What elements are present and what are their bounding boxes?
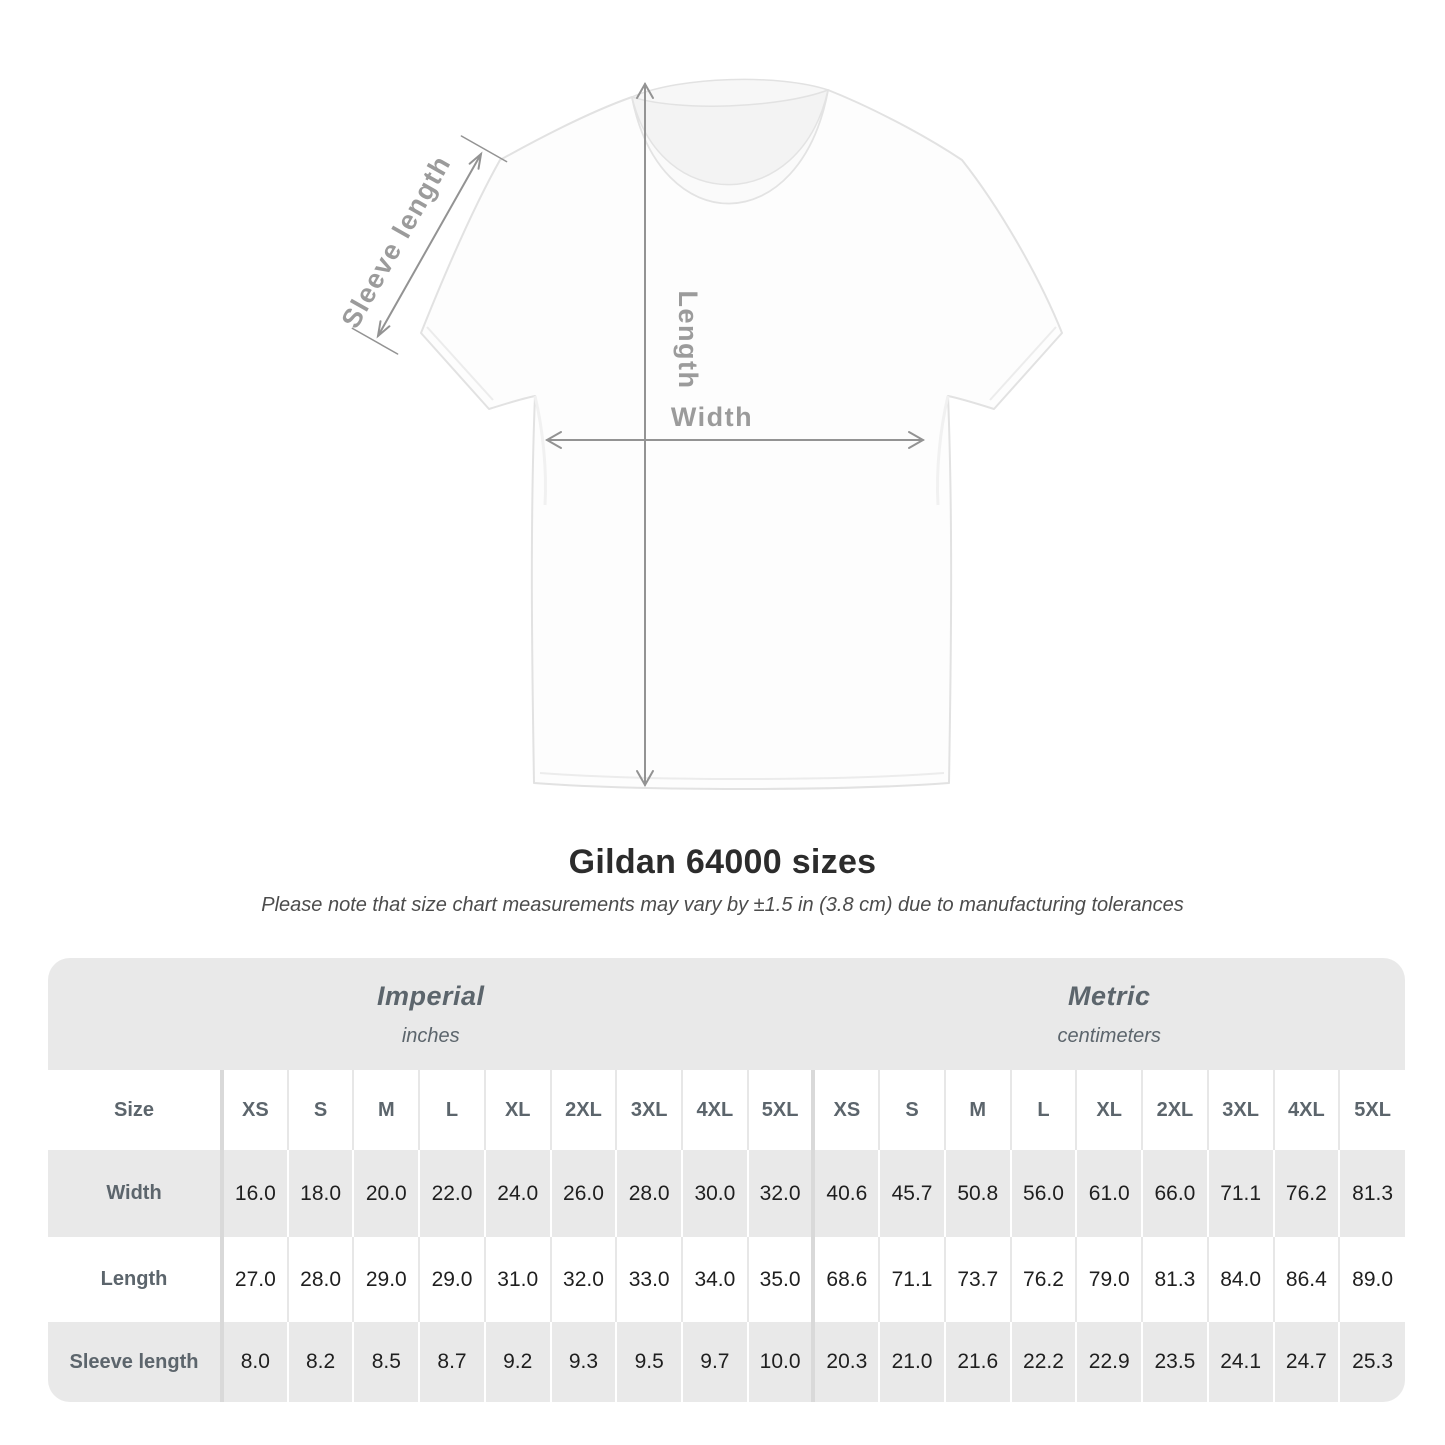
row-label: Width — [48, 1150, 222, 1237]
size-header: 2XL — [549, 1070, 617, 1150]
size-header: L — [1009, 1070, 1077, 1150]
size-header: 5XL — [1338, 1070, 1405, 1150]
table-cell: 21.6 — [943, 1322, 1011, 1402]
table-cell: 9.3 — [549, 1322, 617, 1402]
width-label: Width — [671, 402, 753, 432]
length-arrow — [636, 81, 654, 788]
table-cell: 35.0 — [746, 1237, 814, 1322]
table-cell: 23.5 — [1141, 1322, 1208, 1402]
table-cell: 34.0 — [681, 1237, 748, 1322]
size-header: M — [352, 1070, 420, 1150]
table-cell: 16.0 — [220, 1150, 288, 1237]
table-cell: 40.6 — [811, 1150, 880, 1237]
width-row: Width 16.0 18.0 20.0 22.0 24.0 26.0 28.0… — [48, 1150, 1405, 1237]
tshirt-measurement-diagram: Sleeve length Length Width — [335, 78, 1063, 790]
table-cell: 8.5 — [352, 1322, 420, 1402]
table-cell: 28.0 — [286, 1237, 354, 1322]
size-header: XS — [811, 1070, 880, 1150]
table-cell: 56.0 — [1009, 1150, 1077, 1237]
table-cell: 20.0 — [352, 1150, 420, 1237]
table-cell: 66.0 — [1141, 1150, 1208, 1237]
size-header: S — [286, 1070, 354, 1150]
size-column-label: Size — [48, 1070, 222, 1150]
table-cell: 81.3 — [1338, 1150, 1405, 1237]
unit-header-row: Imperial inches Metric centimeters — [48, 958, 1405, 1070]
table-cell: 73.7 — [943, 1237, 1011, 1322]
table-cell: 8.0 — [220, 1322, 288, 1402]
table-cell: 26.0 — [549, 1150, 617, 1237]
size-header: 2XL — [1141, 1070, 1208, 1150]
table-cell: 33.0 — [615, 1237, 683, 1322]
tshirt-illustration — [420, 78, 1063, 790]
table-cell: 9.7 — [681, 1322, 748, 1402]
table-cell: 22.2 — [1009, 1322, 1077, 1402]
size-header: L — [418, 1070, 485, 1150]
table-cell: 50.8 — [943, 1150, 1011, 1237]
table-cell: 27.0 — [220, 1237, 288, 1322]
size-header: 3XL — [1206, 1070, 1274, 1150]
table-cell: 84.0 — [1206, 1237, 1274, 1322]
metric-header: Metric centimeters — [813, 958, 1405, 1070]
size-table: Imperial inches Metric centimeters Size … — [48, 958, 1405, 1402]
length-row: Length 27.0 28.0 29.0 29.0 31.0 32.0 33.… — [48, 1237, 1405, 1322]
size-header: 4XL — [681, 1070, 748, 1150]
row-label: Sleeve length — [48, 1322, 222, 1402]
table-cell: 18.0 — [286, 1150, 354, 1237]
metric-unit: centimeters — [1057, 1024, 1161, 1047]
table-cell: 22.9 — [1075, 1322, 1143, 1402]
table-cell: 31.0 — [483, 1237, 551, 1322]
table-cell: 10.0 — [746, 1322, 814, 1402]
width-arrow — [544, 431, 926, 449]
table-cell: 20.3 — [811, 1322, 880, 1402]
size-header-row: Size XS S M L XL 2XL 3XL 4XL 5XL XS S M … — [48, 1070, 1405, 1150]
table-cell: 28.0 — [615, 1150, 683, 1237]
sleeve-length-arrow — [351, 135, 508, 355]
table-cell: 29.0 — [352, 1237, 420, 1322]
size-header: XL — [483, 1070, 551, 1150]
size-header: 4XL — [1272, 1070, 1340, 1150]
table-cell: 71.1 — [1206, 1150, 1274, 1237]
table-cell: 71.1 — [878, 1237, 945, 1322]
table-cell: 86.4 — [1272, 1237, 1340, 1322]
table-cell: 24.0 — [483, 1150, 551, 1237]
imperial-header: Imperial inches — [48, 958, 814, 1070]
imperial-unit: inches — [401, 1024, 460, 1047]
table-cell: 8.7 — [418, 1322, 485, 1402]
size-header: 3XL — [615, 1070, 683, 1150]
table-cell: 81.3 — [1141, 1237, 1208, 1322]
table-cell: 9.2 — [483, 1322, 551, 1402]
table-cell: 61.0 — [1075, 1150, 1143, 1237]
table-cell: 79.0 — [1075, 1237, 1143, 1322]
measurement-arrows — [351, 81, 926, 788]
table-cell: 45.7 — [878, 1150, 945, 1237]
size-header: XS — [220, 1070, 288, 1150]
metric-title: Metric — [1067, 980, 1151, 1011]
table-cell: 29.0 — [418, 1237, 485, 1322]
table-cell: 32.0 — [746, 1150, 814, 1237]
tolerance-note: Please note that size chart measurements… — [261, 894, 1184, 916]
size-header: XL — [1075, 1070, 1143, 1150]
table-cell: 76.2 — [1272, 1150, 1340, 1237]
table-cell: 24.1 — [1206, 1322, 1274, 1402]
table-cell: 76.2 — [1009, 1237, 1077, 1322]
table-cell: 32.0 — [549, 1237, 617, 1322]
page-title: Gildan 64000 sizes — [568, 843, 877, 881]
size-header: M — [943, 1070, 1011, 1150]
length-label: Length — [673, 291, 703, 390]
table-cell: 68.6 — [811, 1237, 880, 1322]
table-cell: 30.0 — [681, 1150, 748, 1237]
imperial-title: Imperial — [376, 980, 485, 1011]
table-cell: 8.2 — [286, 1322, 354, 1402]
size-header: S — [878, 1070, 945, 1150]
sleeve-length-row: Sleeve length 8.0 8.2 8.5 8.7 9.2 9.3 9.… — [48, 1322, 1405, 1402]
table-cell: 9.5 — [615, 1322, 683, 1402]
table-cell: 21.0 — [878, 1322, 945, 1402]
size-header: 5XL — [746, 1070, 814, 1150]
table-cell: 89.0 — [1338, 1237, 1405, 1322]
table-cell: 24.7 — [1272, 1322, 1340, 1402]
row-label: Length — [48, 1237, 222, 1322]
table-cell: 25.3 — [1338, 1322, 1405, 1402]
table-cell: 22.0 — [418, 1150, 485, 1237]
